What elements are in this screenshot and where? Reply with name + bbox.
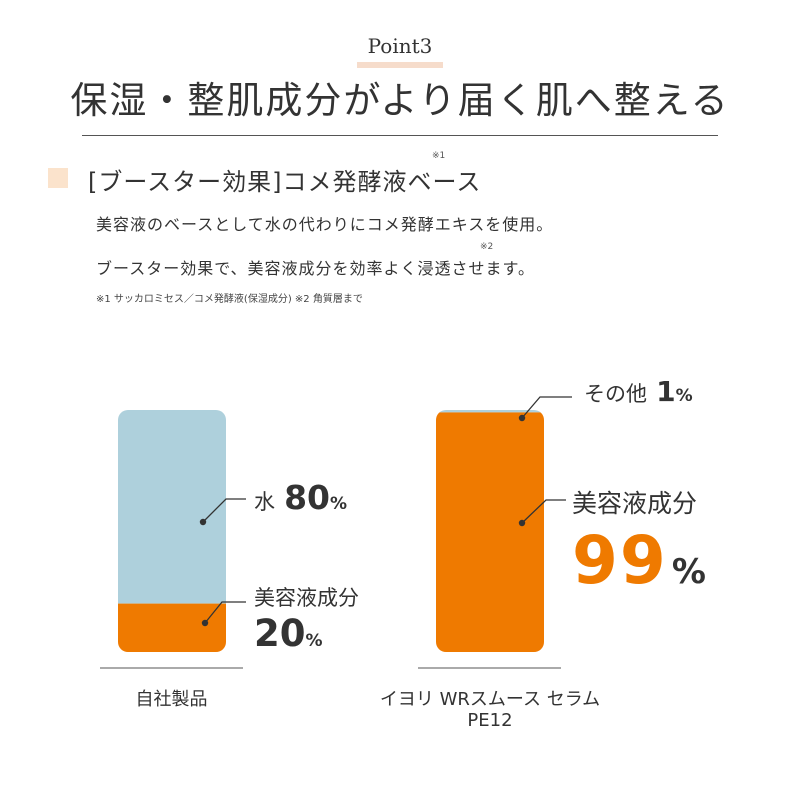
left-serum-label: 美容液成分 — [254, 586, 359, 610]
leader-left-serum — [204, 601, 246, 624]
left-water-label: 水 — [254, 490, 275, 514]
right-other-value: 1 — [656, 375, 676, 408]
leader-right-serum — [521, 499, 566, 524]
section-heading: [ブースター効果]コメ発酵液ベース — [88, 168, 482, 196]
category-label-right-line-2: PE12 — [467, 710, 513, 731]
page-title: 保湿・整肌成分がより届く肌へ整える — [70, 79, 730, 122]
heading-note-mark: ※1 — [432, 151, 446, 161]
body-text-line-1: 美容液のベースとして水の代わりにコメ発酵エキスを使用。 — [96, 215, 554, 234]
right-other-unit: % — [675, 386, 693, 406]
left-water-value: 80 — [284, 478, 331, 517]
right-serum-value-wrap: 99% — [572, 522, 706, 599]
left-water-callout: 水 80% — [254, 478, 347, 517]
leader-left-serum-dot — [201, 619, 209, 627]
left-serum-unit: % — [305, 631, 323, 651]
right-serum-value: 99 — [572, 522, 668, 599]
bar-left-serum — [118, 603, 226, 652]
body-note-mark: ※2 — [480, 242, 494, 252]
leader-right-other-dot — [518, 414, 526, 422]
leader-right-serum-dot — [518, 519, 526, 527]
right-serum-unit: % — [671, 552, 706, 592]
leader-right-other — [521, 396, 572, 419]
bar-right-serum — [436, 412, 544, 652]
bar-left-water — [118, 410, 226, 604]
category-label-right-line-1: イヨリ WRスムース セラム — [379, 689, 601, 710]
category-label-left: 自社製品 — [135, 689, 208, 710]
left-water-unit: % — [330, 494, 348, 514]
bar-right-other — [436, 410, 544, 413]
right-other-callout: その他 1% — [584, 375, 693, 408]
composition-chart — [100, 396, 572, 669]
left-serum-value-wrap: 20% — [254, 612, 323, 655]
right-other-label: その他 — [584, 382, 647, 406]
leader-left-water — [202, 498, 246, 523]
right-serum-label: 美容液成分 — [572, 489, 698, 518]
point-label: Point3 — [367, 34, 433, 58]
section-bullet-square — [48, 168, 68, 188]
left-serum-value: 20 — [254, 612, 306, 655]
point-label-underline — [357, 62, 443, 68]
title-divider — [82, 135, 718, 136]
body-text-line-2: ブースター効果で、美容液成分を効率よく浸透させます。 — [96, 259, 535, 278]
leader-left-water-dot — [199, 518, 207, 526]
footnote: ※1 サッカロミセス／コメ発酵液(保湿成分) ※2 角質層まで — [96, 294, 363, 305]
